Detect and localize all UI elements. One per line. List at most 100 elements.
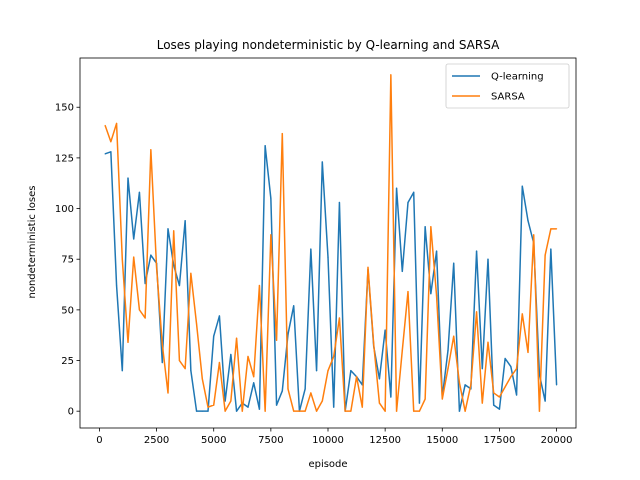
- y-tick-label: 100: [55, 204, 74, 215]
- data-point-sarsa: [378, 402, 381, 404]
- data-point-sarsa: [327, 370, 329, 372]
- data-point-q-learning: [418, 402, 421, 404]
- data-point-q-learning: [395, 187, 398, 189]
- data-point-q-learning: [435, 250, 438, 252]
- data-point-q-learning: [195, 410, 198, 412]
- data-point-sarsa: [384, 410, 386, 412]
- data-point-sarsa: [333, 355, 335, 358]
- y-tick-label: 50: [61, 305, 74, 316]
- data-point-q-learning: [253, 382, 255, 384]
- data-point-sarsa: [430, 226, 432, 228]
- x-tick-label: 15000: [426, 435, 458, 446]
- data-point-q-learning: [413, 191, 415, 193]
- data-point-q-learning: [190, 370, 192, 372]
- data-point-q-learning: [127, 177, 129, 179]
- data-point-sarsa: [184, 368, 186, 370]
- x-tick-label: 5000: [201, 435, 226, 446]
- data-point-sarsa: [247, 355, 249, 358]
- data-point-sarsa: [424, 398, 426, 400]
- data-point-q-learning: [270, 197, 272, 200]
- data-point-q-learning: [213, 335, 215, 337]
- data-point-sarsa: [287, 388, 289, 390]
- data-point-sarsa: [395, 410, 398, 412]
- x-tick-label: 20000: [541, 435, 573, 446]
- data-point-sarsa: [355, 376, 358, 378]
- series-line-sarsa: [104, 74, 557, 412]
- data-point-sarsa: [441, 398, 443, 400]
- legend: Q-learning SARSA: [445, 63, 570, 109]
- data-point-sarsa: [144, 317, 146, 319]
- y-tick-label: 25: [61, 356, 74, 367]
- data-point-q-learning: [167, 228, 169, 230]
- data-point-q-learning: [275, 404, 278, 406]
- data-point-sarsa: [127, 341, 129, 343]
- data-point-sarsa: [493, 392, 495, 394]
- data-point-sarsa: [521, 313, 523, 315]
- data-point-sarsa: [475, 311, 478, 313]
- data-point-q-learning: [504, 357, 506, 360]
- data-point-sarsa: [418, 410, 421, 412]
- legend-label-sarsa: SARSA: [491, 92, 525, 103]
- data-point-q-learning: [493, 404, 495, 406]
- data-point-sarsa: [390, 74, 392, 76]
- data-point-sarsa: [533, 234, 535, 236]
- data-point-q-learning: [235, 410, 238, 412]
- data-point-sarsa: [298, 410, 301, 412]
- data-point-q-learning: [247, 406, 249, 408]
- data-point-sarsa: [150, 149, 152, 151]
- data-point-sarsa: [195, 323, 198, 325]
- data-point-q-learning: [138, 191, 141, 193]
- legend-box: [445, 63, 570, 109]
- x-tick-label: 12500: [369, 435, 401, 446]
- data-point-q-learning: [424, 226, 426, 228]
- data-point-q-learning: [304, 388, 306, 390]
- data-point-sarsa: [338, 317, 341, 319]
- data-point-q-learning: [544, 400, 546, 402]
- x-tick-label: 0: [96, 435, 102, 446]
- data-point-q-learning: [178, 284, 181, 287]
- data-point-sarsa: [447, 368, 449, 370]
- plot-area: [104, 74, 558, 412]
- data-point-sarsa: [235, 337, 238, 339]
- data-point-sarsa: [310, 392, 312, 394]
- data-point-sarsa: [435, 295, 438, 297]
- data-point-q-learning: [110, 151, 112, 153]
- data-point-sarsa: [550, 228, 552, 230]
- data-point-q-learning: [287, 333, 289, 335]
- data-point-sarsa: [527, 351, 529, 354]
- data-point-sarsa: [510, 376, 512, 378]
- data-point-sarsa: [344, 410, 346, 412]
- x-axis: 0 2500 5000 7500 10000 12500 15000 17500 20000: [96, 428, 572, 446]
- data-point-sarsa: [258, 284, 261, 287]
- data-point-sarsa: [213, 404, 215, 406]
- data-point-sarsa: [178, 359, 181, 362]
- data-point-q-learning: [224, 400, 226, 402]
- data-point-sarsa: [133, 256, 135, 258]
- data-point-sarsa: [224, 410, 226, 412]
- data-point-sarsa: [453, 335, 455, 337]
- data-point-q-learning: [458, 410, 461, 412]
- data-point-q-learning: [464, 384, 466, 386]
- data-point-q-learning: [453, 262, 455, 264]
- data-point-q-learning: [407, 201, 409, 204]
- data-point-sarsa: [555, 228, 558, 230]
- x-tick-label: 17500: [484, 435, 516, 446]
- data-point-q-learning: [201, 410, 203, 412]
- data-point-sarsa: [413, 410, 415, 412]
- data-point-q-learning: [207, 410, 209, 412]
- legend-label-q-learning: Q-learning: [491, 72, 544, 83]
- data-point-sarsa: [161, 343, 163, 345]
- data-point-sarsa: [190, 272, 192, 274]
- data-point-sarsa: [115, 122, 118, 125]
- data-point-q-learning: [515, 394, 518, 396]
- data-point-sarsa: [373, 343, 375, 345]
- data-point-sarsa: [110, 141, 112, 143]
- data-point-sarsa: [515, 368, 518, 370]
- chart-title: Loses playing nondeterministic by Q-lear…: [157, 38, 500, 52]
- data-point-sarsa: [293, 410, 295, 412]
- data-point-q-learning: [104, 153, 106, 155]
- data-point-sarsa: [230, 400, 232, 402]
- data-point-sarsa: [253, 376, 255, 378]
- data-point-sarsa: [304, 410, 306, 412]
